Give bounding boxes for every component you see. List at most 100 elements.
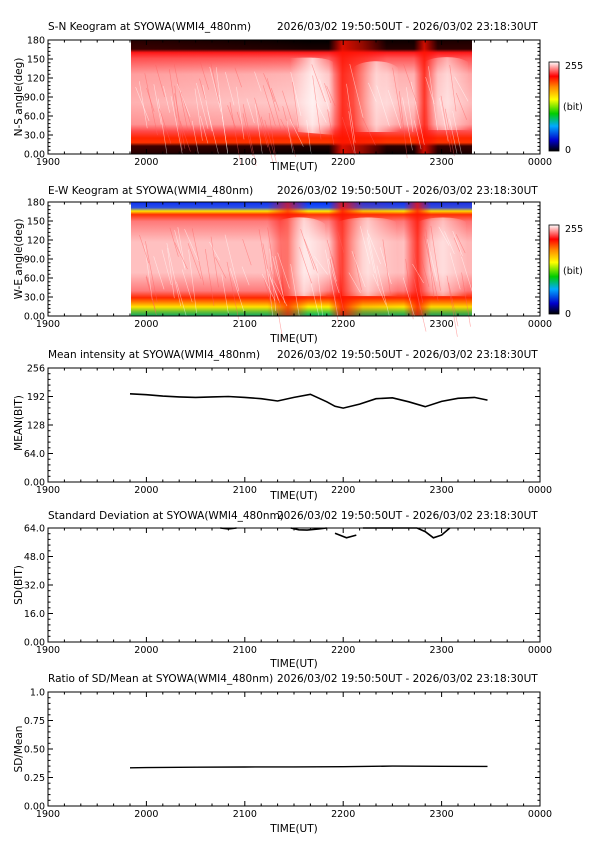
sn-hatch <box>135 61 469 184</box>
x-tick-label: 0000 <box>528 809 552 820</box>
ew-xlabel: TIME(UT) <box>269 333 318 345</box>
keogram-texture-line <box>428 66 438 131</box>
y-tick-label: 180 <box>27 36 45 47</box>
keogram-texture-line <box>310 283 325 337</box>
mean-ylabel: MEAN(BIT) <box>13 395 25 451</box>
sd-panel: Standard Deviation at SYOWA(WMI4_480nm) … <box>13 510 552 670</box>
keogram-texture-line <box>229 267 245 312</box>
x-tick-label: 2200 <box>331 645 355 656</box>
keogram-texture-line <box>191 120 200 156</box>
keogram-texture-line <box>225 71 235 106</box>
keogram-texture-line <box>179 120 191 152</box>
keogram-texture-line <box>289 119 304 147</box>
ew-ylabel: W-E angle(deg) <box>13 219 25 300</box>
keogram-texture-line <box>242 113 254 156</box>
keogram-texture-line <box>176 281 188 321</box>
keogram-texture-line <box>262 243 274 298</box>
keogram-texture-line <box>349 63 364 118</box>
keogram-texture-line <box>210 62 220 103</box>
keogram-texture-line <box>153 84 162 125</box>
y-tick-label: 150 <box>27 55 45 66</box>
x-tick-label: 2000 <box>134 809 158 820</box>
keogram-texture-line <box>267 227 278 290</box>
keogram-texture-line <box>205 249 215 307</box>
keogram-texture-line <box>262 85 276 126</box>
keogram-texture-line <box>246 98 255 124</box>
keogram-texture-line <box>266 78 282 131</box>
keogram-texture-line <box>444 108 455 157</box>
keogram-texture-line <box>169 69 177 119</box>
keogram-texture-line <box>184 229 199 262</box>
keogram-texture-line <box>174 242 188 270</box>
keogram-texture-line <box>290 71 302 116</box>
keogram-texture-line <box>227 105 237 129</box>
keogram-texture-line <box>413 278 421 310</box>
keogram-texture-line <box>439 98 449 142</box>
keogram-texture-line <box>376 265 390 318</box>
keogram-texture-line <box>306 120 316 182</box>
keogram-texture-line <box>161 249 172 286</box>
keogram-texture-line <box>210 236 219 288</box>
keogram-texture-line <box>346 83 356 143</box>
keogram-texture-line <box>446 275 458 337</box>
keogram-texture-line <box>412 263 424 284</box>
y-tick-label: 60.0 <box>24 112 45 123</box>
sd-xlabel: TIME(UT) <box>269 658 318 670</box>
y-tick-label: 0.25 <box>24 773 45 784</box>
keogram-texture-line <box>440 95 452 153</box>
keogram-texture-line <box>399 91 408 159</box>
keogram-texture-line <box>274 255 286 304</box>
sn-axes: 1900 2000 2100 2200 2300 0000 0.00 30.0 60.0 90.0… <box>24 36 552 169</box>
keogram-texture-line <box>145 241 158 303</box>
keogram-texture-line <box>351 251 366 288</box>
y-tick-label: 0.00 <box>24 802 45 813</box>
keogram-texture-line <box>449 252 461 290</box>
keogram-texture-line <box>420 255 430 287</box>
keogram-texture-line <box>226 261 239 320</box>
y-tick-label: 32.0 <box>24 581 45 592</box>
x-tick-label: 2300 <box>430 485 454 496</box>
x-tick-label: 0000 <box>528 319 552 330</box>
keogram-texture-line <box>430 225 441 291</box>
x-tick-label: 2300 <box>430 157 454 168</box>
keogram-texture-line <box>200 115 209 144</box>
y-tick-label: 128 <box>27 421 45 432</box>
y-tick-label: 1.0 <box>30 688 45 699</box>
sn-keogram-panel: S-N Keogram at SYOWA(WMI4_480nm) 2026/03… <box>13 21 583 184</box>
keogram-texture-line <box>269 267 282 308</box>
ratio-ylabel: SD/Mean <box>13 726 25 773</box>
keogram-texture-line <box>319 79 330 112</box>
y-tick-label: 150 <box>27 217 45 228</box>
keogram-texture-line <box>392 67 403 126</box>
keogram-texture-line <box>372 274 387 305</box>
y-tick-label: 90.0 <box>24 255 45 266</box>
keogram-texture-line <box>173 63 189 132</box>
sd-title: Standard Deviation at SYOWA(WMI4_480nm) <box>48 510 284 522</box>
y-tick-label: 64.0 <box>24 449 45 460</box>
sn-ylabel: N-S angle(deg) <box>13 58 25 137</box>
sn-colorbar-max: 255 <box>565 61 583 72</box>
x-tick-label: 2300 <box>430 645 454 656</box>
keogram-texture-line <box>177 227 186 270</box>
keogram-texture-line <box>368 233 381 265</box>
keogram-texture-line <box>218 94 229 156</box>
x-tick-label: 2000 <box>134 319 158 330</box>
keogram-texture-line <box>444 231 455 255</box>
keogram-texture-line <box>157 98 169 160</box>
keogram-texture-line <box>166 242 182 307</box>
keogram-texture-line <box>366 229 379 286</box>
keogram-texture-line <box>303 238 319 274</box>
sn-title: S-N Keogram at SYOWA(WMI4_480nm) <box>48 21 251 33</box>
ratio-axes: 1900 2000 2100 2200 2300 0000 0.00 0.25 0.50 0.75… <box>24 688 552 821</box>
keogram-texture-line <box>368 82 377 102</box>
x-tick-label: 2100 <box>233 645 257 656</box>
ew-colorbar-unit: (bit) <box>563 266 583 277</box>
keogram-texture-line <box>277 252 290 289</box>
keogram-texture-line <box>138 81 148 129</box>
keogram-texture-line <box>139 234 150 264</box>
x-tick-label: 2100 <box>233 485 257 496</box>
y-tick-label: 0.00 <box>24 478 45 489</box>
keogram-texture-line <box>242 104 257 166</box>
y-tick-label: 192 <box>27 392 45 403</box>
x-tick-label: 0000 <box>528 157 552 168</box>
